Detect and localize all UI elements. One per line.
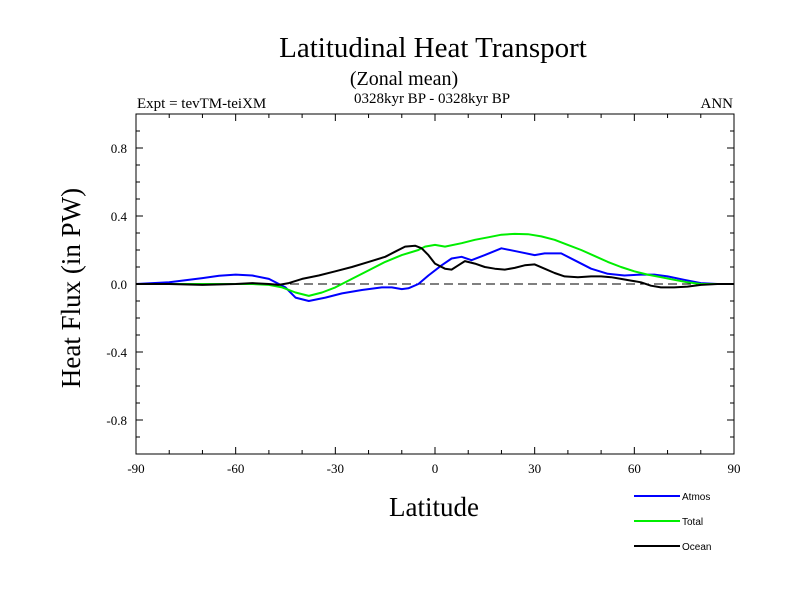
- series-line-atmos: [135, 247, 734, 302]
- x-tick-label: -30: [327, 461, 344, 476]
- plot-area: [135, 232, 734, 302]
- experiment-label: Expt = tevTM-teiXM: [137, 96, 266, 112]
- y-axis-label: Heat Flux (in PW): [56, 188, 86, 388]
- x-tick-label: 90: [728, 461, 741, 476]
- y-tick-label: -0.4: [106, 345, 127, 360]
- y-tick-label: 0.8: [111, 141, 127, 156]
- x-axis-label: Latitude: [389, 492, 479, 522]
- axes: -90 -60 -30 0 30 60 90 -0.8 -0.4 0.0 0.4 0.8: [106, 113, 741, 476]
- chart-subtitle: (Zonal mean): [350, 68, 458, 90]
- period-label: 0328kyr BP - 0328kyr BP: [354, 91, 510, 107]
- series-line-total: [136, 232, 734, 297]
- legend-label-ocean: Ocean: [682, 542, 711, 553]
- y-tick-label: 0.0: [111, 277, 127, 292]
- series-line-ocean: [136, 244, 734, 289]
- legend-label-atmos: Atmos: [682, 492, 710, 503]
- x-tick-label: -60: [227, 461, 244, 476]
- x-tick-label: 30: [528, 461, 541, 476]
- legend: Atmos Total Ocean: [634, 492, 711, 553]
- x-tick-label: 0: [432, 461, 439, 476]
- season-label: ANN: [701, 96, 734, 112]
- chart-title: Latitudinal Heat Transport: [279, 32, 587, 64]
- x-tick-label: -90: [127, 461, 144, 476]
- y-tick-label: -0.8: [106, 413, 127, 428]
- legend-label-total: Total: [682, 517, 703, 528]
- x-tick-label: 60: [628, 461, 641, 476]
- y-tick-label: 0.4: [111, 209, 128, 224]
